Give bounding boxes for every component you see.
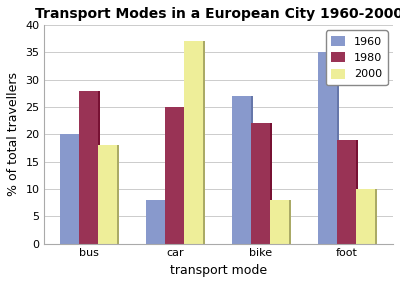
Bar bbox=[184, 41, 203, 244]
Bar bbox=[186, 41, 205, 244]
Bar bbox=[167, 107, 186, 244]
Bar bbox=[232, 96, 251, 244]
Bar bbox=[272, 200, 291, 244]
Bar bbox=[60, 134, 79, 244]
Bar bbox=[320, 52, 339, 244]
Bar bbox=[356, 189, 375, 244]
Title: Transport Modes in a European City 1960-2000: Transport Modes in a European City 1960-… bbox=[35, 7, 400, 21]
Legend: 1960, 1980, 2000: 1960, 1980, 2000 bbox=[326, 30, 388, 85]
Bar bbox=[339, 140, 358, 244]
Bar bbox=[62, 134, 81, 244]
Bar bbox=[146, 200, 165, 244]
Bar bbox=[81, 91, 100, 244]
Bar bbox=[165, 107, 184, 244]
Bar bbox=[234, 96, 253, 244]
Bar bbox=[79, 91, 98, 244]
Bar bbox=[358, 189, 377, 244]
Bar bbox=[253, 123, 272, 244]
Bar bbox=[148, 200, 167, 244]
Bar bbox=[270, 200, 289, 244]
Bar bbox=[337, 140, 356, 244]
Bar bbox=[100, 145, 119, 244]
Y-axis label: % of total travellers: % of total travellers bbox=[7, 72, 20, 196]
Bar bbox=[251, 123, 270, 244]
X-axis label: transport mode: transport mode bbox=[170, 264, 267, 277]
Bar bbox=[98, 145, 117, 244]
Bar bbox=[318, 52, 337, 244]
